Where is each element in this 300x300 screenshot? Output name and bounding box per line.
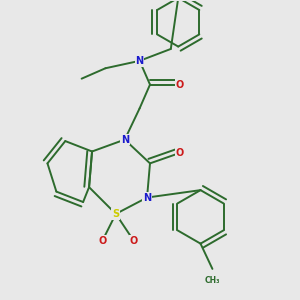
Text: N: N bbox=[143, 193, 151, 202]
Text: O: O bbox=[130, 236, 138, 246]
Text: CH₃: CH₃ bbox=[205, 276, 220, 285]
Text: O: O bbox=[176, 148, 184, 158]
Text: O: O bbox=[98, 236, 106, 246]
Text: O: O bbox=[176, 80, 184, 90]
Text: N: N bbox=[121, 135, 129, 145]
Text: S: S bbox=[112, 209, 119, 219]
Text: N: N bbox=[136, 56, 144, 66]
